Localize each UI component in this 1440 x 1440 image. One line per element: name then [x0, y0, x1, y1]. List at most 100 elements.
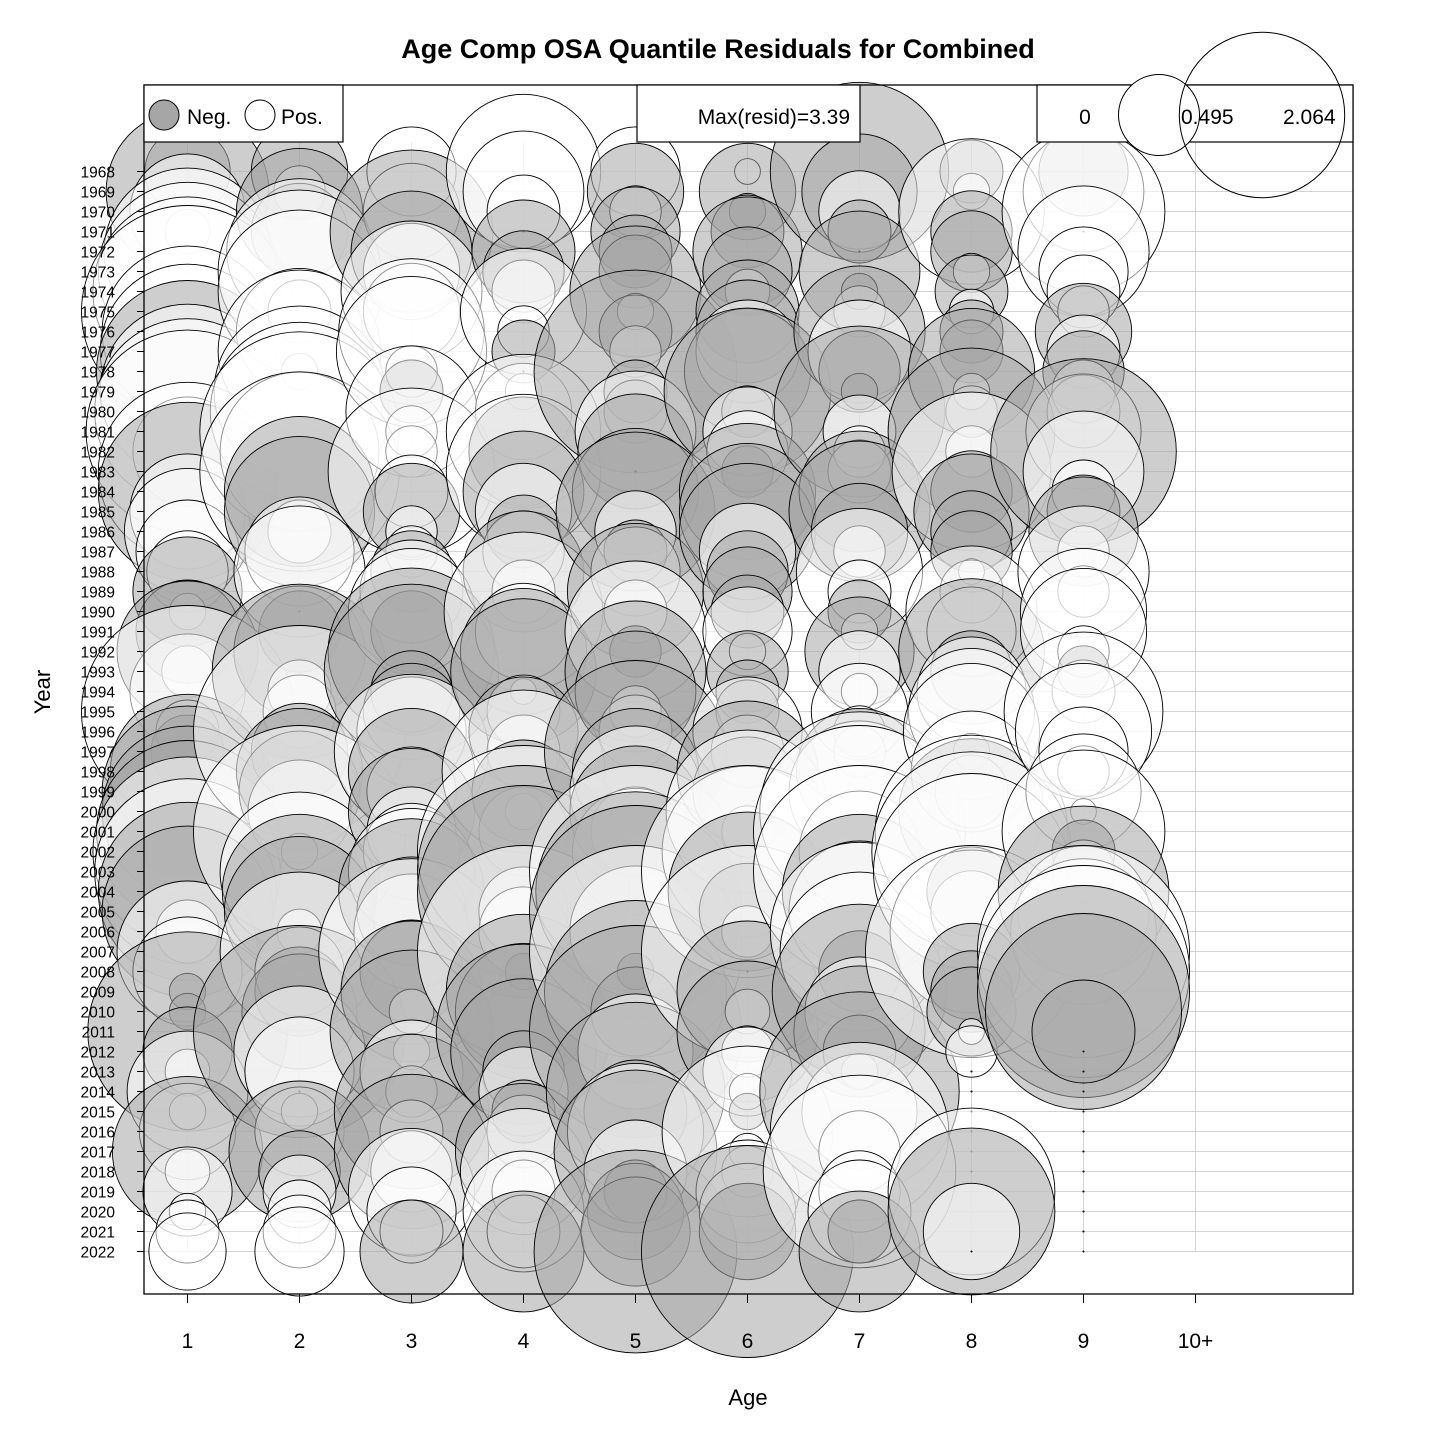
- y-tick-label-1969: 1969: [81, 185, 115, 202]
- bubble-age-9-year-2014: [1082, 1090, 1085, 1093]
- x-tick-label-2: 2: [294, 1330, 306, 1353]
- y-tick-label-1978: 1978: [81, 365, 115, 382]
- y-tick-label-2020: 2020: [81, 1205, 116, 1222]
- x-tick-label-8: 8: [966, 1330, 978, 1353]
- y-tick-label-1997: 1997: [81, 745, 115, 762]
- y-tick-label-1972: 1972: [81, 245, 115, 262]
- y-tick-label-1992: 1992: [81, 645, 115, 662]
- bubble-age-9-year-2017: [1082, 1150, 1085, 1153]
- legend-pos-swatch: [244, 99, 276, 131]
- y-tick-label-2011: 2011: [82, 1025, 115, 1042]
- y-tick-label-2002: 2002: [81, 845, 115, 862]
- y-tick-label-2017: 2017: [81, 1145, 115, 1162]
- bubble-age-9-year-2011: [1031, 979, 1136, 1084]
- y-tick-label-2006: 2006: [81, 925, 115, 942]
- bubble-age-2-year-2022: [254, 1206, 345, 1297]
- x-axis-label: Age: [728, 1385, 767, 1410]
- y-tick-label-1985: 1985: [81, 505, 115, 522]
- y-tick-label-1968: 1968: [81, 165, 115, 182]
- y-tick-label-1982: 1982: [81, 445, 115, 462]
- y-tick-label-2013: 2013: [81, 1065, 115, 1082]
- y-tick-label-1987: 1987: [81, 545, 115, 562]
- y-tick-label-2021: 2021: [81, 1225, 115, 1242]
- x-tick-label-6: 6: [742, 1330, 754, 1353]
- bubble-age-8-year-2022: [970, 1250, 973, 1253]
- y-tick-label-2018: 2018: [81, 1165, 115, 1182]
- y-tick-label-1970: 1970: [81, 205, 116, 222]
- y-tick-label-1975: 1975: [81, 305, 115, 322]
- y-axis-label: Year: [30, 670, 55, 714]
- y-tick-label-2007: 2007: [81, 945, 115, 962]
- legend-size-large: [1178, 31, 1346, 199]
- y-tick-label-1991: 1991: [81, 625, 115, 642]
- y-tick-label-2012: 2012: [81, 1045, 115, 1062]
- y-tick-label-1973: 1973: [81, 265, 115, 282]
- y-tick-label-2004: 2004: [81, 885, 116, 902]
- legend-size: 0 0.495 2.064: [1036, 31, 1354, 199]
- y-tick-label-1974: 1974: [81, 285, 116, 302]
- legend-sign: Neg. Pos.: [143, 84, 344, 143]
- x-tick-label-3: 3: [406, 1330, 418, 1353]
- bubble-age-1-year-2022: [148, 1212, 227, 1291]
- y-tick-label-2019: 2019: [81, 1185, 115, 1202]
- bubble-age-8-year-2013: [970, 1070, 973, 1073]
- y-tick-label-1983: 1983: [81, 465, 115, 482]
- residual-bubbles: [81, 81, 1190, 1358]
- bubble-age-9-year-2018: [1082, 1170, 1085, 1173]
- legend-max-label: Max(resid)=3.39: [698, 106, 850, 129]
- bubble-age-9-year-2015: [1082, 1110, 1085, 1113]
- y-tick-label-2015: 2015: [81, 1105, 115, 1122]
- y-tick-label-1990: 1990: [81, 605, 116, 622]
- bubble-age-9-year-2020: [1082, 1210, 1085, 1213]
- y-tick-label-2001: 2001: [81, 825, 115, 842]
- y-axis-ticks: 1968 1969 1970 1971 1972 1973 1974 1975 1976 1977…: [81, 165, 144, 1262]
- y-tick-label-2014: 2014: [81, 1085, 116, 1102]
- x-tick-label-9: 9: [1078, 1330, 1090, 1353]
- x-tick-label-7: 7: [854, 1330, 866, 1353]
- x-tick-label-1: 1: [182, 1330, 194, 1353]
- chart-title: Age Comp OSA Quantile Residuals for Comb…: [401, 34, 1035, 64]
- y-tick-label-2000: 2000: [81, 805, 116, 822]
- legend-neg-swatch: [148, 99, 180, 131]
- bubble-age-8-year-2021: [922, 1182, 1021, 1281]
- y-tick-label-1995: 1995: [81, 705, 115, 722]
- bubble-age-9-year-2016: [1082, 1130, 1085, 1133]
- y-tick-label-1979: 1979: [81, 385, 115, 402]
- bubble-age-3-year-2022: [359, 1199, 464, 1304]
- y-tick-label-2003: 2003: [81, 865, 115, 882]
- bubble-age-9-year-2012: [1082, 1050, 1085, 1053]
- legend-max: Max(resid)=3.39: [636, 84, 861, 143]
- x-axis-ticks: 1 2 3 4 5 6 7 8 9 10+: [182, 1294, 1213, 1353]
- y-tick-label-1971: 1971: [81, 225, 115, 242]
- legend-size-label-0: 0: [1079, 106, 1091, 129]
- y-tick-label-1980: 1980: [81, 405, 116, 422]
- y-tick-label-2005: 2005: [81, 905, 115, 922]
- y-tick-label-1989: 1989: [81, 585, 115, 602]
- bubble-age-8-year-2014: [970, 1090, 973, 1093]
- bubble-age-9-year-2022: [1082, 1250, 1085, 1253]
- y-tick-label-1986: 1986: [81, 525, 115, 542]
- legend-neg-label: Neg.: [187, 106, 231, 129]
- y-tick-label-1984: 1984: [81, 485, 116, 502]
- y-tick-label-1981: 1981: [81, 425, 115, 442]
- legend-size-label-2: 2.064: [1283, 106, 1336, 129]
- x-tick-label-4: 4: [518, 1330, 530, 1353]
- bubble-age-9-year-2019: [1082, 1190, 1085, 1193]
- y-tick-label-1977: 1977: [81, 345, 115, 362]
- y-tick-label-2016: 2016: [81, 1125, 115, 1142]
- bubble-age-9-year-2013: [1082, 1070, 1085, 1073]
- y-tick-label-1988: 1988: [81, 565, 115, 582]
- y-tick-label-1999: 1999: [81, 785, 115, 802]
- y-tick-label-1996: 1996: [81, 725, 115, 742]
- bubble-age-9-year-2021: [1082, 1230, 1085, 1233]
- y-tick-label-1998: 1998: [81, 765, 115, 782]
- y-tick-label-1976: 1976: [81, 325, 115, 342]
- y-tick-label-2010: 2010: [81, 1005, 116, 1022]
- y-tick-label-1994: 1994: [81, 685, 116, 702]
- y-tick-label-2008: 2008: [81, 965, 115, 982]
- y-tick-label-2009: 2009: [81, 985, 115, 1002]
- legend-size-label-1: 0.495: [1181, 106, 1234, 129]
- legend-pos-label: Pos.: [281, 106, 323, 129]
- y-tick-label-1993: 1993: [81, 665, 115, 682]
